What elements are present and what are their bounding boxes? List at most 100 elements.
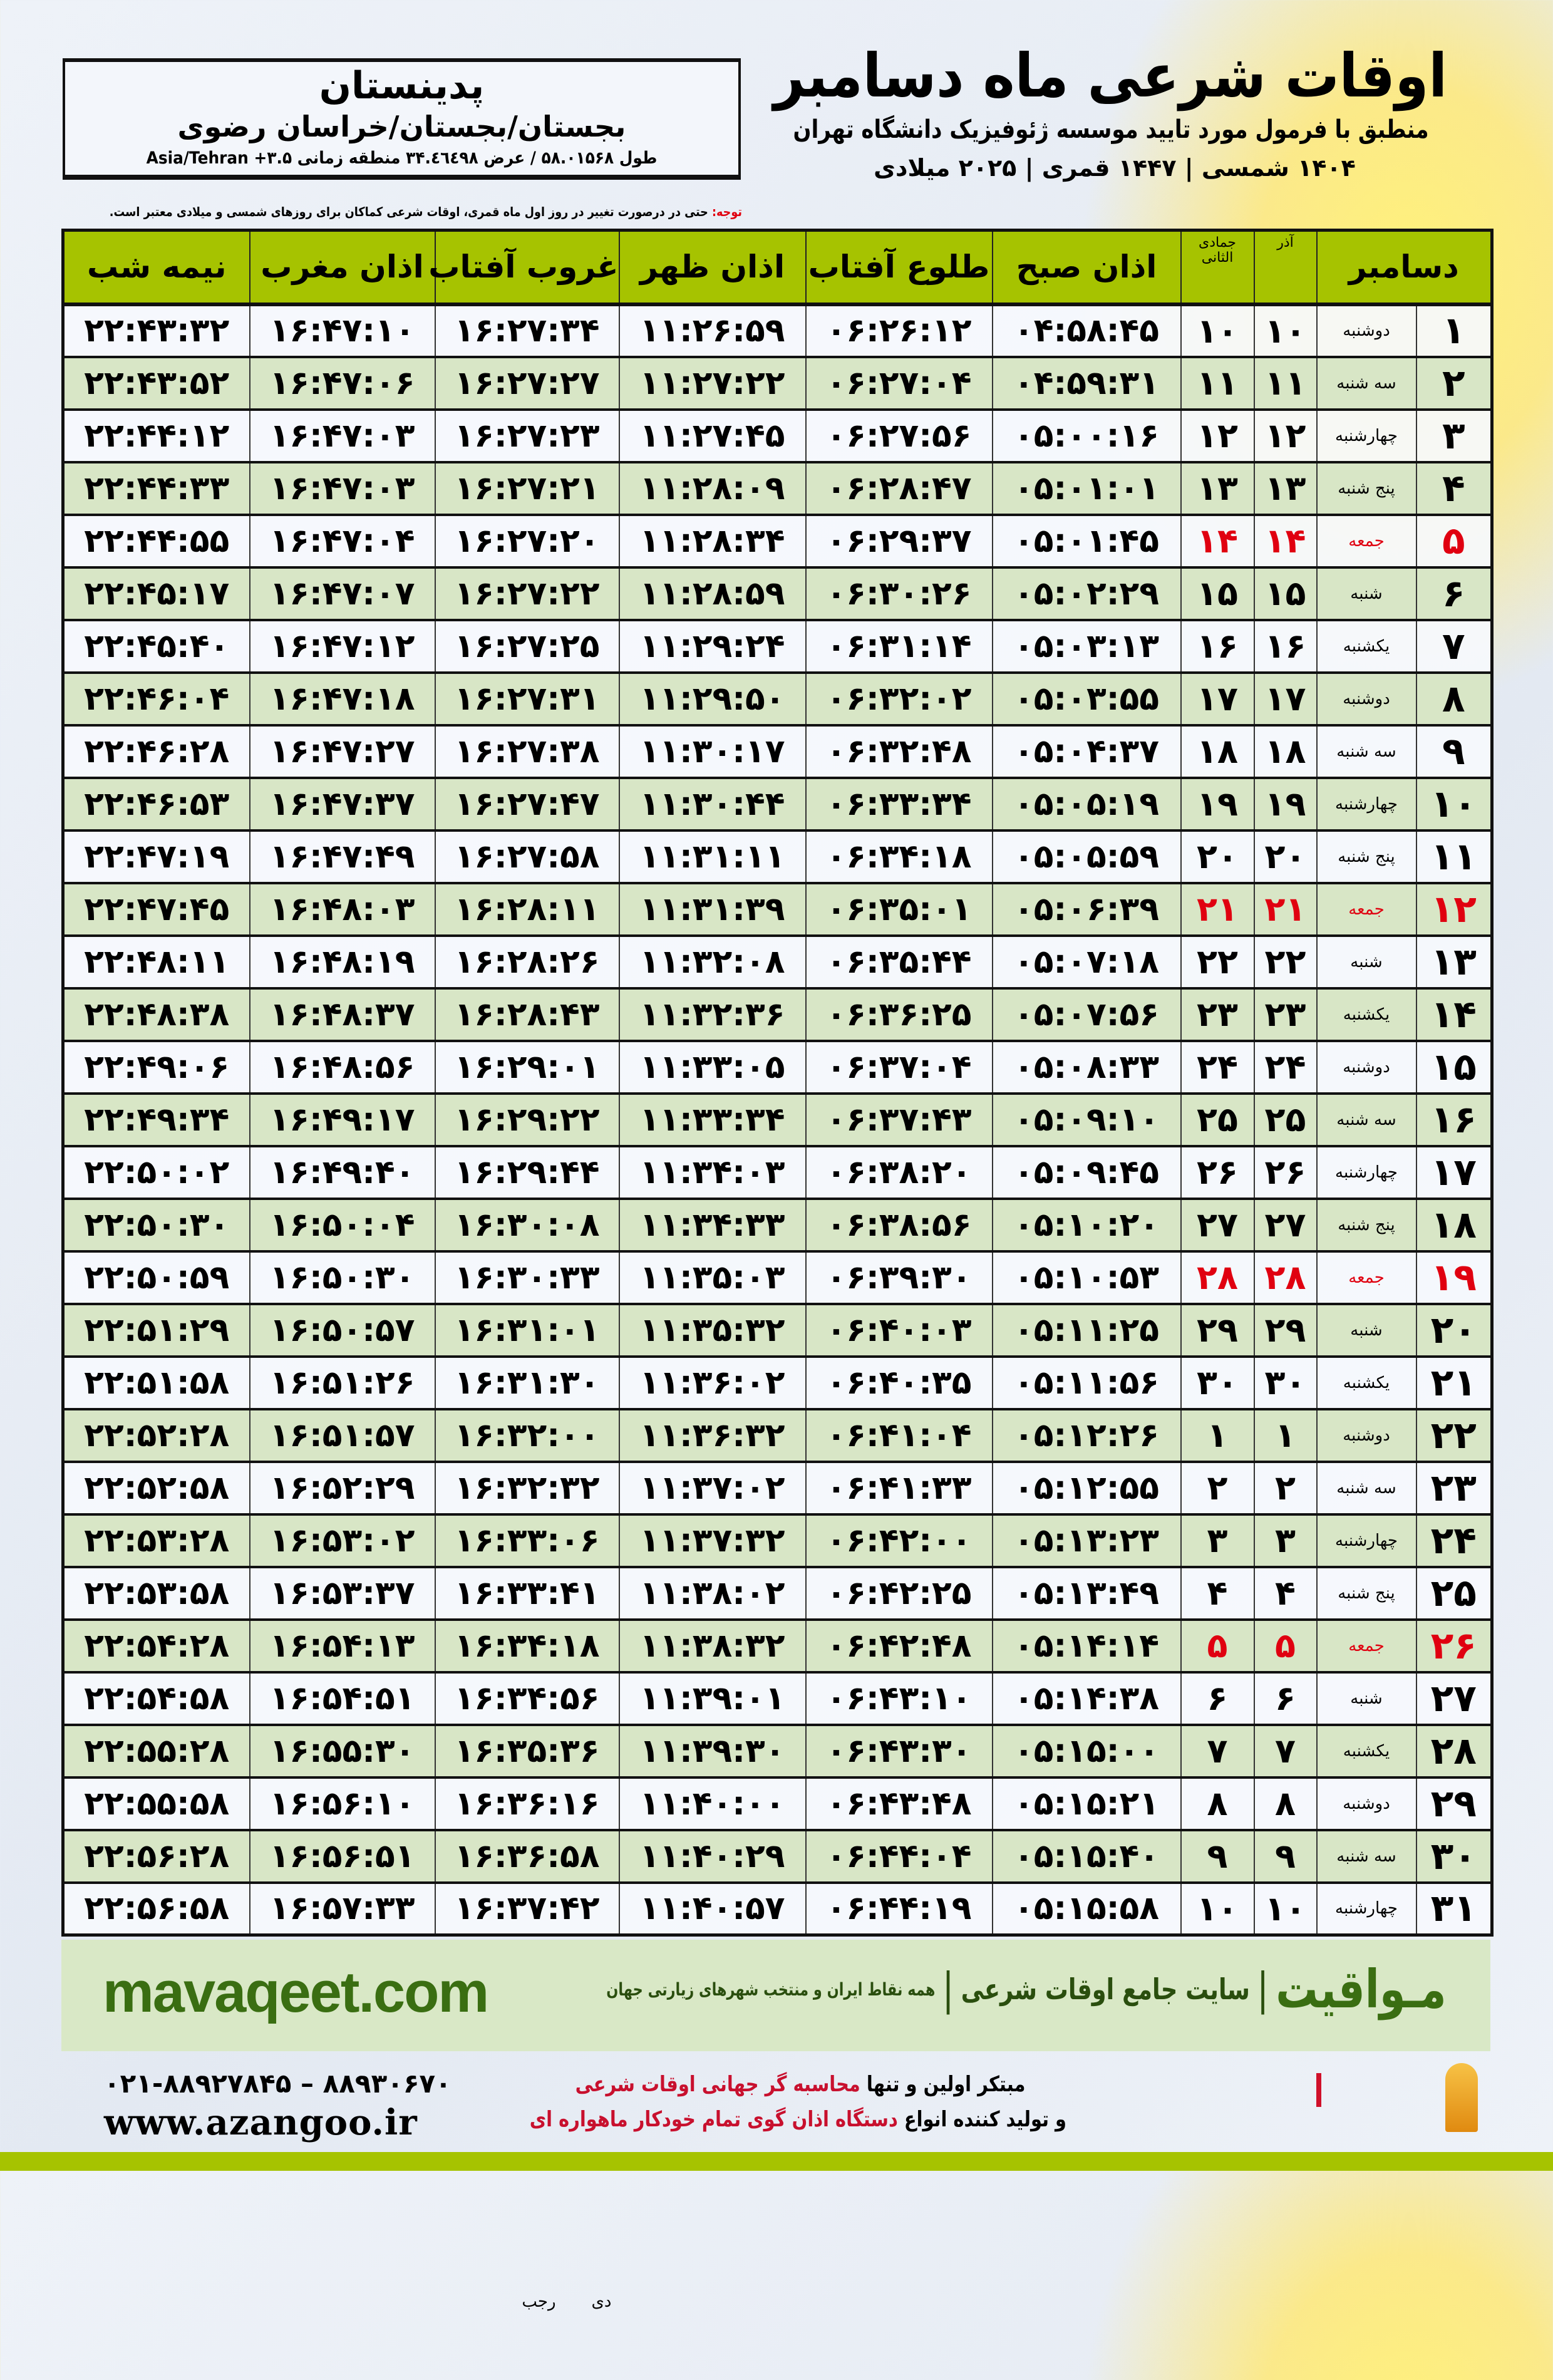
cell-midnight: ۲۲:۴۷:۱۹	[62, 830, 250, 884]
cell-sunset: ۱۶:۳۰:۳۳	[434, 1251, 619, 1305]
cell-dey: ۶	[1253, 1672, 1317, 1726]
cell-fajr: ۰۵:۱۲:۲۶	[991, 1409, 1181, 1463]
cell-hijri: ۲۴	[1180, 1040, 1254, 1095]
cell-day: ۱۲	[1415, 882, 1492, 937]
cell-weekday: سه شنبه	[1316, 356, 1416, 411]
cell-sunset: ۱۶:۳۵:۳۶	[434, 1724, 619, 1779]
cell-fajr: ۰۵:۱۵:۵۸	[991, 1882, 1181, 1937]
cell-dey: ۲۸	[1253, 1251, 1317, 1305]
mavaqeet-site-link[interactable]: mavaqeet.com	[103, 1960, 489, 2024]
cell-day: ۲۸	[1415, 1724, 1492, 1779]
table-row: ۲۲:۵۵:۵۸ ۱۶:۵۶:۱۰ ۱۶:۳۶:۱۶ ۱۱:۴۰:۰۰ ۰۶:۴۳:۴۸…	[62, 1777, 1492, 1831]
cell-dhuhr: ۱۱:۳۷:۰۲	[618, 1461, 806, 1516]
table-row: ۲۲:۴۴:۵۵ ۱۶:۴۷:۰۴ ۱۶:۲۷:۲۰ ۱۱:۲۸:۳۴ ۰۶:۲۹:۳۷…	[62, 514, 1492, 569]
cell-weekday: یکشنبه	[1316, 1356, 1416, 1410]
cell-maghrib: ۱۶:۴۷:۱۲	[249, 619, 435, 674]
cell-dey: ۱	[1253, 1409, 1317, 1463]
azangoo-site-link[interactable]: www.azangoo.ir	[104, 2102, 418, 2143]
cell-maghrib: ۱۶:۴۷:۰۶	[249, 356, 435, 411]
cell-day: ۵	[1415, 514, 1492, 569]
cell-dhuhr: ۱۱:۲۸:۳۴	[618, 514, 806, 569]
cell-dhuhr: ۱۱:۲۹:۲۴	[618, 619, 806, 674]
cell-weekday: پنج شنبه	[1316, 462, 1416, 516]
cell-sunrise: ۰۶:۳۳:۳۴	[805, 777, 993, 832]
cell-fajr: ۰۵:۱۱:۵۶	[991, 1356, 1181, 1410]
cell-sunset: ۱۶:۲۹:۲۲	[434, 1093, 619, 1147]
cell-fajr: ۰۵:۰۵:۱۹	[991, 777, 1181, 832]
cell-sunset: ۱۶:۲۸:۱۱	[434, 882, 619, 937]
cell-day: ۱۳	[1415, 935, 1492, 990]
cell-midnight: ۲۲:۴۷:۴۵	[62, 882, 250, 937]
cell-dey: ۱۰	[1253, 1882, 1317, 1937]
cell-maghrib: ۱۶:۵۶:۱۰	[249, 1777, 435, 1831]
sponsor-footer: ۰۲۱-۸۸۹۲۷۸۴۵ – ۸۸۹۳۰۶۷۰ www.azangoo.ir م…	[61, 2061, 1490, 2148]
promo-line2-b: دستگاه اذان گوی تمام خودکار ماهواره ای	[529, 2107, 898, 2132]
cell-sunrise: ۰۶:۲۶:۱۲	[805, 304, 993, 358]
cell-sunset: ۱۶:۳۲:۰۰	[434, 1409, 619, 1463]
header-hijri-prev: جمادی الثانی	[1198, 235, 1237, 266]
table-row: ۲۲:۴۷:۴۵ ۱۶:۴۸:۰۳ ۱۶:۲۸:۱۱ ۱۱:۳۱:۳۹ ۰۶:۳۵:۰۱…	[62, 882, 1492, 937]
note-text: حتی در درصورت تغییر در روز اول ماه قمری،…	[109, 204, 712, 219]
cell-dhuhr: ۱۱:۳۵:۳۲	[618, 1303, 806, 1358]
cell-midnight: ۲۲:۴۴:۵۵	[62, 514, 250, 569]
table-row: ۲۲:۵۱:۲۹ ۱۶:۵۰:۵۷ ۱۶:۳۱:۰۱ ۱۱:۳۵:۳۲ ۰۶:۴۰:۰۳…	[62, 1303, 1492, 1358]
cell-maghrib: ۱۶:۵۳:۳۷	[249, 1566, 435, 1621]
cell-day: ۱۴	[1415, 988, 1492, 1042]
cell-sunset: ۱۶:۲۷:۲۷	[434, 356, 619, 411]
cell-fajr: ۰۵:۰۷:۵۶	[991, 988, 1181, 1042]
cell-midnight: ۲۲:۵۱:۲۹	[62, 1303, 250, 1358]
cell-weekday: چهارشنبه	[1316, 777, 1416, 832]
cell-dhuhr: ۱۱:۲۷:۴۵	[618, 409, 806, 463]
table-row: ۲۲:۵۲:۵۸ ۱۶:۵۲:۲۹ ۱۶:۳۲:۳۲ ۱۱:۳۷:۰۲ ۰۶:۴۱:۳۳…	[62, 1461, 1492, 1516]
cell-sunrise: ۰۶:۴۴:۱۹	[805, 1882, 993, 1937]
cell-maghrib: ۱۶:۵۰:۵۷	[249, 1303, 435, 1358]
rayanik-logo-mark	[1316, 2073, 1321, 2107]
cell-dey: ۱۹	[1253, 777, 1317, 832]
cell-fajr: ۰۵:۰۷:۱۸	[991, 935, 1181, 990]
brand-separator-2: |	[942, 1963, 954, 2015]
cell-midnight: ۲۲:۵۶:۵۸	[62, 1882, 250, 1937]
cell-weekday: شنبه	[1316, 1672, 1416, 1726]
cell-dey: ۲۵	[1253, 1093, 1317, 1147]
cell-dhuhr: ۱۱:۲۹:۵۰	[618, 672, 806, 727]
cell-dhuhr: ۱۱:۴۰:۲۹	[618, 1829, 806, 1884]
cell-sunset: ۱۶:۲۷:۲۰	[434, 514, 619, 569]
cell-day: ۳	[1415, 409, 1492, 463]
cell-hijri: ۲۹	[1180, 1303, 1254, 1358]
cell-dey: ۱۳	[1253, 462, 1317, 516]
cell-weekday: یکشنبه	[1316, 619, 1416, 674]
cell-fajr: ۰۵:۰۵:۵۹	[991, 830, 1181, 884]
header-maghrib: اذان مغرب	[249, 230, 435, 306]
cell-day: ۲	[1415, 356, 1492, 411]
cell-dey: ۲۷	[1253, 1198, 1317, 1253]
cell-maghrib: ۱۶:۴۷:۰۴	[249, 514, 435, 569]
cell-hijri: ۳	[1180, 1514, 1254, 1568]
cell-sunrise: ۰۶:۲۸:۴۷	[805, 462, 993, 516]
cell-weekday: دوشنبه	[1316, 304, 1416, 358]
cell-hijri: ۹	[1180, 1829, 1254, 1884]
cell-midnight: ۲۲:۵۵:۲۸	[62, 1724, 250, 1779]
cell-hijri: ۳۰	[1180, 1356, 1254, 1410]
cell-sunset: ۱۶:۳۶:۵۸	[434, 1829, 619, 1884]
cell-midnight: ۲۲:۵۰:۳۰	[62, 1198, 250, 1253]
cell-sunrise: ۰۶:۳۸:۵۶	[805, 1198, 993, 1253]
table-row: ۲۲:۴۶:۵۳ ۱۶:۴۷:۳۷ ۱۶:۲۷:۴۷ ۱۱:۳۰:۴۴ ۰۶:۳۳:۳۴…	[62, 777, 1492, 832]
table-row: ۲۲:۴۸:۳۸ ۱۶:۴۸:۳۷ ۱۶:۲۸:۴۳ ۱۱:۳۲:۳۶ ۰۶:۳۶:۲۵…	[62, 988, 1492, 1042]
cell-dhuhr: ۱۱:۲۸:۵۹	[618, 567, 806, 621]
cell-weekday: پنج شنبه	[1316, 830, 1416, 884]
table-row: ۲۲:۵۰:۵۹ ۱۶:۵۰:۳۰ ۱۶:۳۰:۳۳ ۱۱:۳۵:۰۳ ۰۶:۳۹:۳۰…	[62, 1251, 1492, 1305]
cell-dey: ۴	[1253, 1566, 1317, 1621]
cell-midnight: ۲۲:۵۳:۵۸	[62, 1566, 250, 1621]
cell-sunrise: ۰۶:۴۲:۰۰	[805, 1514, 993, 1568]
cell-day: ۹	[1415, 725, 1492, 779]
cell-weekday: سه شنبه	[1316, 1829, 1416, 1884]
table-row: ۲۲:۵۵:۲۸ ۱۶:۵۵:۳۰ ۱۶:۳۵:۳۶ ۱۱:۳۹:۳۰ ۰۶:۴۳:۳۰…	[62, 1724, 1492, 1779]
cell-sunrise: ۰۶:۳۵:۴۴	[805, 935, 993, 990]
cell-hijri: ۱۵	[1180, 567, 1254, 621]
header-dey: آذر دی	[592, 230, 1317, 2311]
cell-sunrise: ۰۶:۴۲:۴۸	[805, 1619, 993, 1674]
cell-dey: ۲۴	[1253, 1040, 1317, 1095]
table-row: ۲۲:۵۰:۳۰ ۱۶:۵۰:۰۴ ۱۶:۳۰:۰۸ ۱۱:۳۴:۳۳ ۰۶:۳۸:۵۶…	[62, 1198, 1492, 1253]
cell-day: ۱۰	[1415, 777, 1492, 832]
cell-sunrise: ۰۶:۲۷:۰۴	[805, 356, 993, 411]
